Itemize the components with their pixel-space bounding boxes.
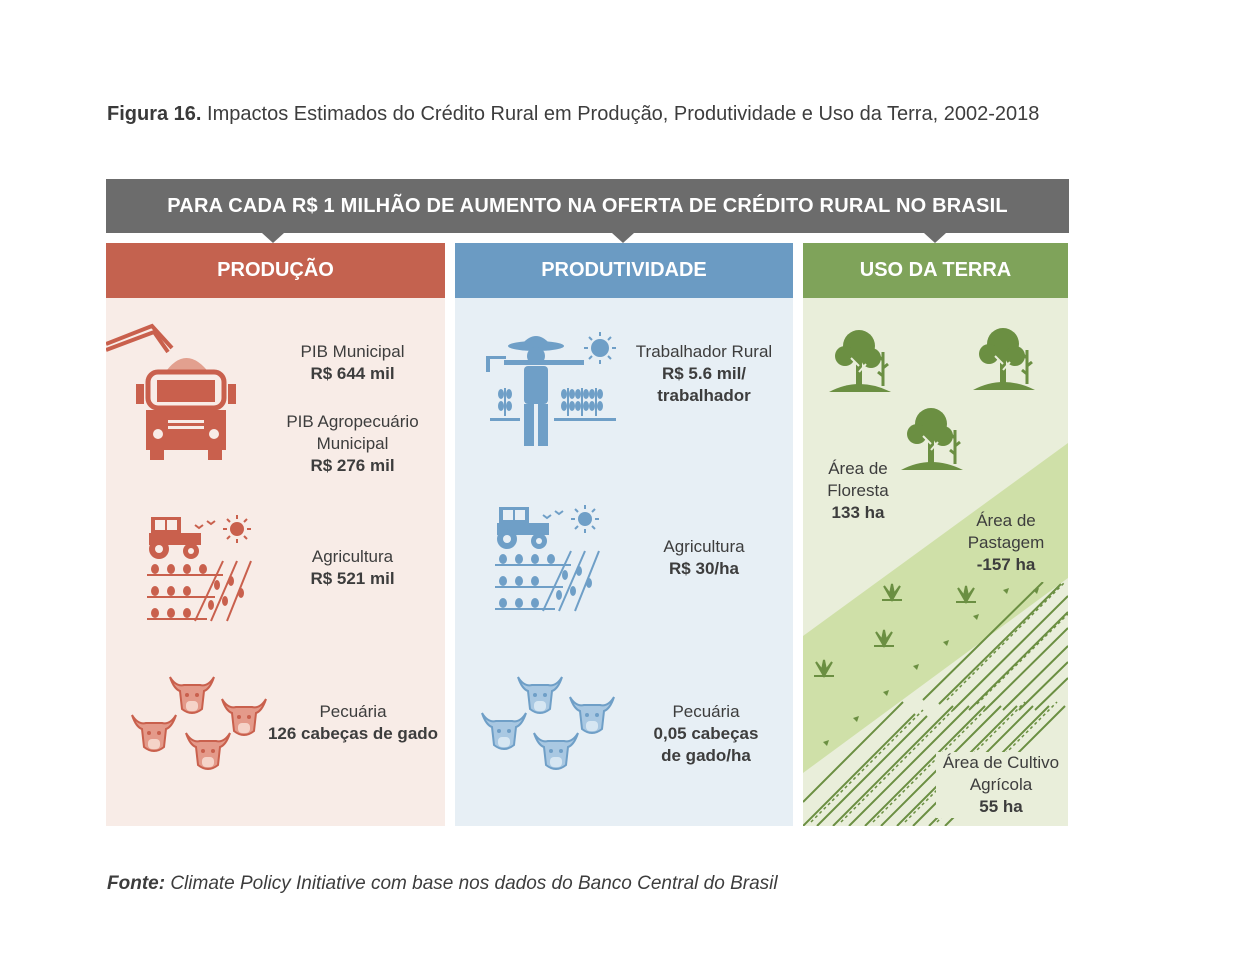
tractor-field-icon: [147, 515, 252, 622]
area-cultivo-label-line1: Área de Cultivo: [942, 753, 1060, 772]
figure-label: Figura 16.: [107, 103, 202, 125]
figure-title-text: Impactos Estimados do Crédito Rural em P…: [207, 103, 1040, 125]
cattle-icon: [481, 676, 615, 770]
area-pastagem-value: -157 ha: [976, 555, 1036, 574]
area-floresta-label-line1: Área de: [828, 459, 888, 478]
area-pastagem-label-line1: Área de: [976, 511, 1036, 530]
cattle-icon: [131, 676, 267, 770]
area-cultivo-value: 55 ha: [979, 797, 1023, 816]
pib-municipal: PIB Municipal R$ 644 mil: [260, 341, 445, 385]
pib-municipal-value: R$ 644 mil: [310, 364, 395, 383]
produtividade-pecuaria: Pecuária 0,05 cabeças de gado/ha: [620, 701, 792, 767]
area-floresta-value: 133 ha: [831, 503, 885, 522]
banner-pointer-produtividade: [612, 233, 634, 243]
trabalhador-rural-label: Trabalhador Rural: [635, 342, 773, 361]
pasture-band: [803, 443, 1068, 773]
figure-title: Figura 16. Impactos Estimados do Crédito…: [107, 103, 1039, 126]
source-text: Climate Policy Initiative com base nos d…: [170, 873, 778, 894]
source-label: Fonte:: [107, 873, 166, 894]
producao-agricultura: Agricultura R$ 521 mil: [260, 546, 445, 590]
banner: PARA CADA R$ 1 MILHÃO DE AUMENTO NA OFER…: [106, 179, 1069, 233]
produtividade-pecuaria-label: Pecuária: [672, 702, 740, 721]
produtividade-pecuaria-value-line1: 0,05 cabeças: [653, 724, 759, 743]
area-floresta-label-line2: Floresta: [827, 481, 889, 500]
header-produtividade: PRODUTIVIDADE: [455, 243, 793, 298]
land-use-bands: [803, 443, 1068, 773]
pib-agropecuario-value: R$ 276 mil: [310, 456, 395, 475]
area-floresta: Área de Floresta 133 ha: [808, 458, 908, 524]
header-uso-da-terra: USO DA TERRA: [803, 243, 1068, 298]
producao-agricultura-label: Agricultura: [311, 547, 394, 566]
truck-icon: [106, 323, 236, 460]
banner-pointer-producao: [262, 233, 284, 243]
pib-agropecuario: PIB Agropecuário Municipal R$ 276 mil: [260, 411, 445, 477]
banner-pointer-uso: [924, 233, 946, 243]
area-pastagem: Área de Pastagem -157 ha: [950, 510, 1062, 576]
pib-agropecuario-label-line1: PIB Agropecuário: [286, 412, 419, 431]
producao-pecuaria: Pecuária 126 cabeças de gado: [258, 701, 448, 745]
header-producao: PRODUÇÃO: [106, 243, 445, 298]
produtividade-agricultura: Agricultura R$ 30/ha: [620, 536, 788, 580]
area-cultivo: Área de Cultivo Agrícola 55 ha: [936, 752, 1066, 818]
producao-pecuaria-label: Pecuária: [319, 702, 387, 721]
producao-agricultura-value: R$ 521 mil: [310, 569, 395, 588]
pib-municipal-label: PIB Municipal: [300, 342, 405, 361]
trabalhador-rural-value-line2: trabalhador: [657, 386, 751, 405]
produtividade-agricultura-label: Agricultura: [663, 537, 745, 556]
trees-icon: [829, 326, 1037, 472]
produtividade-agricultura-value: R$ 30/ha: [669, 559, 739, 578]
trabalhador-rural: Trabalhador Rural R$ 5.6 mil/ trabalhado…: [620, 341, 788, 407]
tractor-field-icon: [495, 505, 600, 612]
source-note: Fonte: Climate Policy Initiative com bas…: [107, 873, 778, 895]
trabalhador-rural-value-line1: R$ 5.6 mil/: [661, 364, 747, 383]
farmer-icon: [486, 332, 616, 446]
pib-agropecuario-label-line2: Municipal: [316, 434, 389, 453]
area-cultivo-label-line2: Agrícola: [969, 775, 1033, 794]
area-pastagem-label-line2: Pastagem: [967, 533, 1045, 552]
producao-pecuaria-value: 126 cabeças de gado: [267, 724, 439, 743]
produtividade-pecuaria-value-line2: de gado/ha: [661, 746, 751, 765]
